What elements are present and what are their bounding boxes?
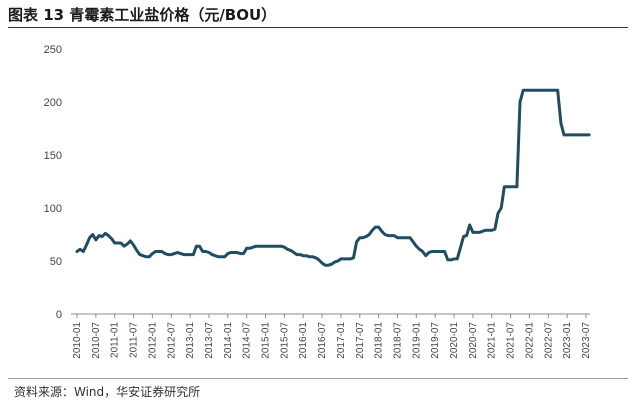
x-tick-label: 2014-07 (242, 322, 253, 359)
x-tick-label: 2019-07 (430, 322, 441, 359)
y-tick-label: 150 (44, 150, 62, 162)
source-divider (8, 378, 628, 379)
x-axis: 2010-01 2010-07 2011-01 2011-07 2012-01 2012-… (71, 313, 592, 359)
x-tick-label: 2015-01 (261, 322, 272, 359)
x-tick-label: 2020-01 (449, 322, 460, 359)
title-divider (8, 27, 628, 28)
x-tick-label: 2022-07 (543, 322, 554, 359)
y-tick-label: 200 (44, 97, 62, 109)
x-tick-label: 2023-07 (581, 322, 592, 359)
x-tick-label: 2011-07 (129, 322, 140, 358)
series-layer (75, 88, 591, 267)
x-tick-label: 2020-07 (468, 322, 479, 359)
x-tick-label: 2017-07 (355, 322, 366, 359)
x-tick-label: 2010-01 (72, 322, 83, 359)
y-tick-label: 100 (44, 203, 62, 215)
x-tick-label: 2018-01 (374, 322, 385, 359)
x-tick-label: 2021-07 (506, 322, 517, 359)
y-tick-label: 0 (56, 309, 62, 321)
x-tick-label: 2016-07 (317, 322, 328, 359)
x-tick-label: 2013-07 (204, 322, 215, 359)
y-tick-label: 250 (44, 44, 62, 56)
x-tick-label: 2023-01 (562, 322, 573, 359)
source-note: 资料来源：Wind，华安证券研究所 (14, 385, 201, 399)
series-line (75, 88, 591, 267)
x-tick-label: 2012-01 (147, 322, 158, 359)
x-tick-label: 2022-01 (524, 322, 535, 359)
x-tick-label: 2017-01 (336, 322, 347, 359)
x-tick-label: 2013-01 (185, 322, 196, 359)
chart-title: 图表 13 青霉素工业盐价格（元/BOU） (8, 6, 277, 24)
x-tick-label: 2021-01 (487, 322, 498, 359)
x-tick-label: 2012-07 (166, 322, 177, 359)
y-axis: 0 50 100 150 200 250 (44, 44, 62, 321)
x-tick-label: 2019-01 (411, 322, 422, 359)
y-tick-label: 50 (50, 256, 62, 268)
x-tick-label: 2016-01 (298, 322, 309, 359)
x-tick-label: 2014-01 (223, 322, 234, 359)
x-tick-label: 2015-07 (279, 322, 290, 359)
x-tick-label: 2011-01 (110, 322, 121, 358)
x-tick-label: 2018-07 (392, 322, 403, 359)
x-tick-label: 2010-07 (91, 322, 102, 359)
